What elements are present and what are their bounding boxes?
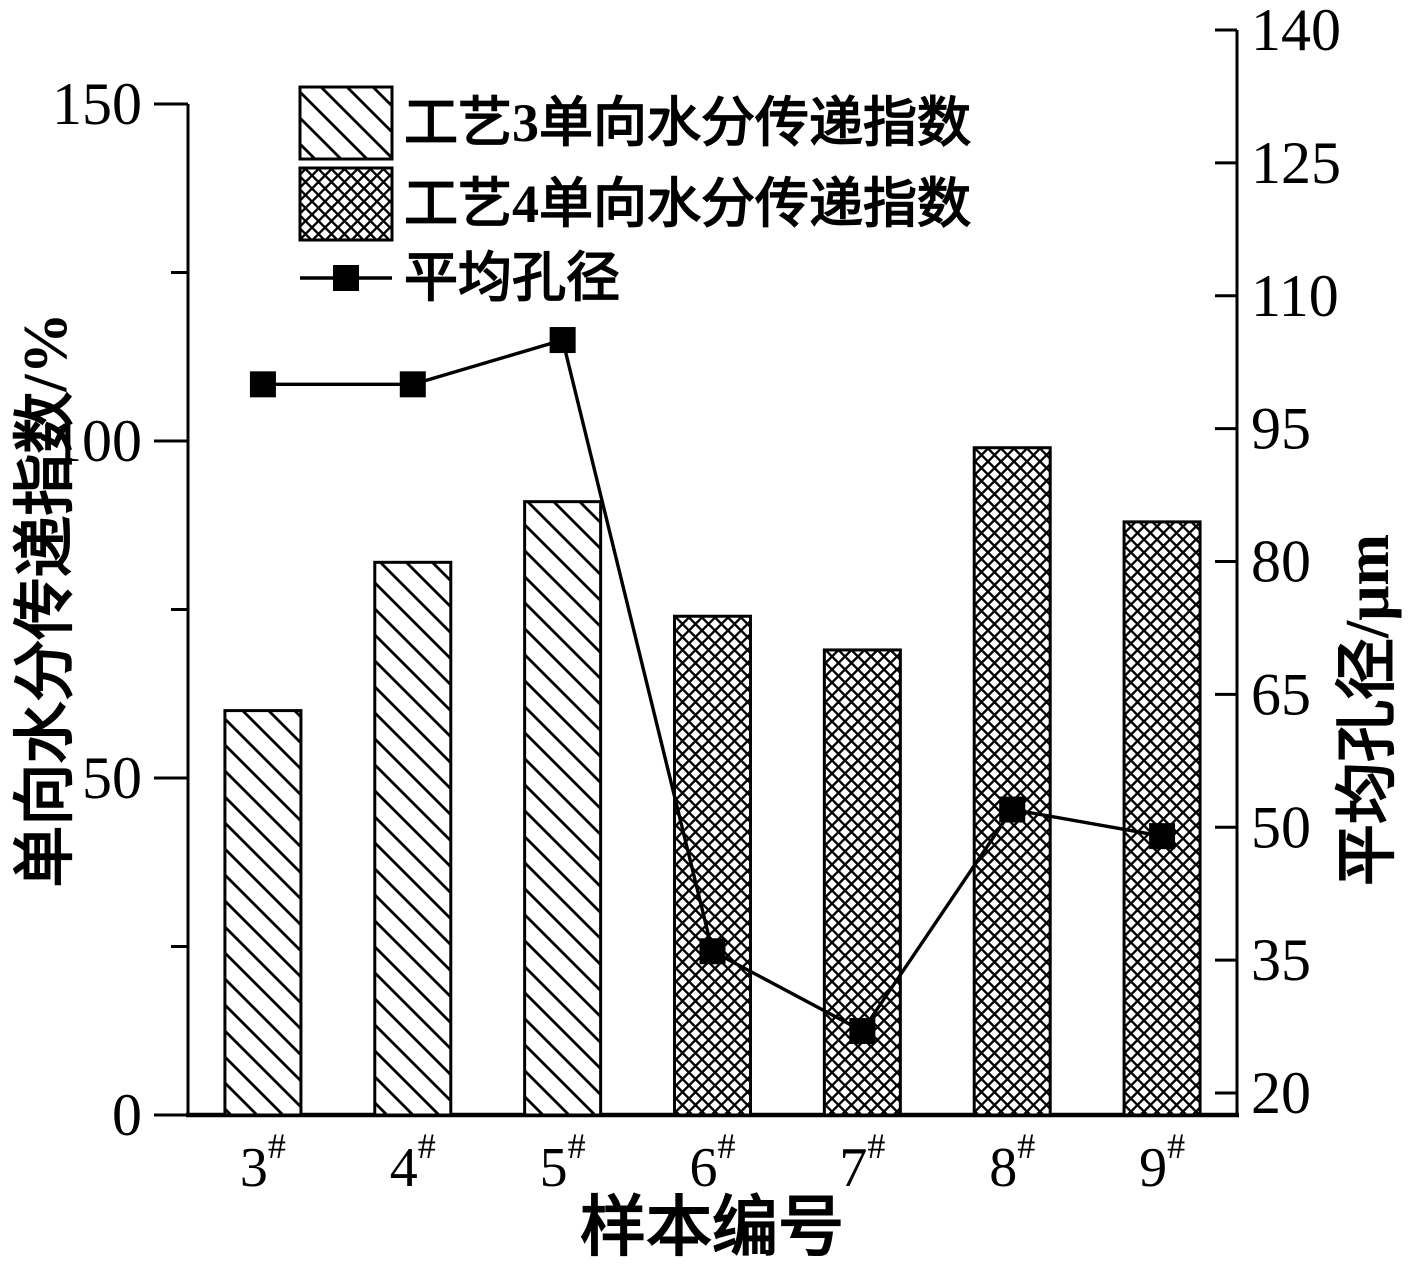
bar-sample-8-series-2 [972,446,1052,1117]
bar-sample-6-series-2 [673,614,752,1117]
pore-size-line-series [249,327,1176,1044]
bar-sample-3-series-1 [223,709,303,1117]
left-axis-title: 单向水分传递指数/% [11,312,80,887]
category-label: 7# [839,1126,885,1199]
right-axis-tick-label: 50 [1251,794,1311,860]
category-label: 8# [989,1126,1035,1199]
right-axis-tick-label: 35 [1251,927,1311,993]
left-axis-tick-label: 50 [82,745,142,811]
axis-text: 0 50 100 150 20 35 50 65 80 95 110 125 140 3# 4# 5# 6# 7#… [11,0,1402,1265]
x-axis-title: 样本编号 [580,1192,844,1265]
legend-label-process3: 工艺3单向水分传递指数 [404,93,971,153]
pore-size-marker-4 [399,371,426,398]
right-axis-tick-label: 95 [1251,396,1311,462]
legend-marker-square [333,265,359,291]
right-axis-tick-label: 20 [1251,1060,1311,1126]
category-label: 3# [240,1126,286,1199]
pore-size-marker-5 [549,327,576,354]
pore-size-marker-6 [699,938,726,965]
bar-sample-5-series-1 [523,500,603,1117]
pore-size-marker-7 [849,1017,876,1044]
category-label: 6# [690,1126,736,1199]
legend-swatch-process3 [298,85,394,161]
bar-sample-4-series-1 [373,560,453,1117]
category-label: 5# [540,1126,586,1199]
legend-swatch-process4 [298,166,394,242]
right-axis-tick-label: 140 [1251,0,1341,63]
right-axis-title: 平均孔径/μm [1333,534,1402,886]
pore-size-marker-8 [999,796,1026,823]
left-axis-tick-label: 0 [112,1082,142,1148]
right-axis-tick-label: 110 [1251,263,1339,329]
right-axis-tick-label: 65 [1251,661,1311,727]
left-axis-tick-label: 100 [52,408,142,474]
right-axis-tick-label: 125 [1251,130,1341,196]
pore-size-marker-3 [249,371,276,398]
category-label: 4# [390,1126,436,1199]
bars [223,446,1202,1117]
category-label: 9# [1139,1126,1185,1199]
bar-sample-9-series-2 [1122,520,1202,1117]
left-axis-tick-label: 150 [52,71,142,137]
bar-sample-7-series-2 [822,648,902,1117]
right-axis-tick-label: 80 [1251,529,1311,595]
pore-size-marker-9 [1149,823,1176,850]
legend-label-pore-size: 平均孔径 [404,248,620,308]
legend-label-process4: 工艺4单向水分传递指数 [404,174,971,234]
